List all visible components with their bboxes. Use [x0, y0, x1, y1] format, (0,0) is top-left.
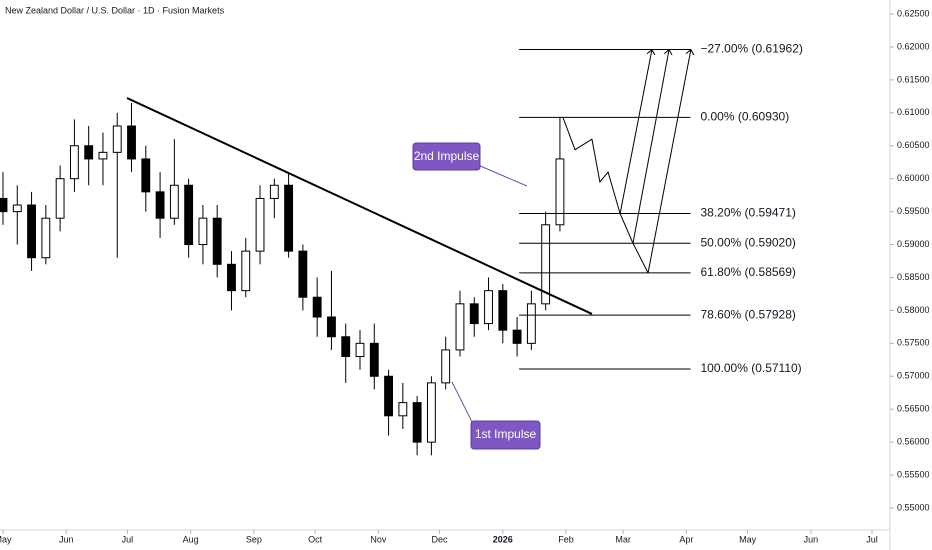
candle-body [298, 250, 308, 298]
fib-label: 38.20% (0.59471) [700, 206, 795, 220]
candle-body [541, 224, 551, 305]
candle-body [184, 184, 194, 246]
candle-body [555, 158, 565, 226]
y-tick-label: 0.61000 [897, 107, 930, 117]
y-tick-label: 0.57500 [897, 338, 930, 348]
fib-label: 100.00% (0.57110) [700, 361, 801, 375]
candle-body [327, 316, 336, 338]
fib-label: 78.60% (0.57928) [700, 307, 795, 321]
candle-body [27, 204, 36, 259]
candle-body [169, 184, 179, 219]
x-tick-label: May [739, 534, 757, 544]
projection-path [562, 117, 649, 274]
fib-label: 61.80% (0.58569) [700, 265, 795, 279]
candle-body [141, 158, 151, 193]
x-tick-label: Oct [308, 534, 323, 544]
fib-label: −27.00% (0.61962) [700, 42, 802, 56]
x-tick-label: Feb [558, 534, 574, 544]
y-tick-label: 0.60000 [897, 173, 930, 183]
trendline [126, 97, 593, 315]
candle-body [155, 191, 165, 219]
candle-body [312, 296, 322, 318]
candle-body [369, 342, 379, 377]
candle-body [69, 145, 79, 180]
candle-body [55, 178, 65, 219]
x-tick-label: 2026 [493, 534, 513, 544]
y-tick-label: 0.57000 [897, 371, 930, 381]
candle-body [469, 303, 479, 325]
candle-body [398, 402, 408, 417]
candle-body [84, 145, 94, 160]
candle-body [112, 125, 122, 153]
candle-body [484, 290, 493, 325]
y-tick-label: 0.59000 [897, 239, 930, 249]
y-tick-label: 0.62500 [897, 8, 930, 18]
x-tick-label: Nov [370, 534, 387, 544]
projection-arrow [619, 50, 652, 214]
callout-box [470, 420, 541, 450]
candle-body [284, 184, 294, 252]
y-tick-label: 0.58500 [897, 272, 930, 282]
callout-box [412, 142, 481, 171]
chart-title: New Zealand Dollar / U.S. Dollar · 1D · … [5, 5, 225, 15]
callout-line [451, 381, 473, 423]
x-tick-label: Aug [183, 534, 199, 544]
candle-body [127, 125, 136, 160]
candle-body [526, 303, 536, 344]
candle-body [512, 329, 522, 344]
y-tick-label: 0.56000 [897, 437, 930, 447]
candle-body [426, 382, 436, 443]
fib-label: 0.00% (0.60930) [700, 110, 789, 124]
callout-line [477, 164, 528, 187]
y-tick-label: 0.55000 [897, 502, 930, 512]
candle-body [341, 336, 351, 358]
candle-body [0, 197, 8, 213]
x-tick-label: Jun [59, 534, 74, 544]
candle-body [255, 197, 265, 252]
fib-label: 50.00% (0.59020) [700, 235, 795, 249]
y-tick-label: 0.61500 [897, 74, 930, 84]
candle-body [98, 151, 108, 160]
x-tick-label: May [0, 534, 12, 544]
candle-body [412, 402, 422, 443]
projection-arrow [632, 50, 669, 244]
x-tick-label: Dec [432, 534, 449, 544]
candle-body [212, 217, 222, 265]
candle-body [355, 342, 365, 358]
candle-body [198, 217, 208, 246]
candle-body [455, 303, 465, 351]
y-tick-label: 0.59500 [897, 206, 930, 216]
y-tick-label: 0.55500 [897, 469, 930, 479]
projection-arrow [647, 50, 691, 273]
candle-body [384, 375, 393, 417]
candle-body [41, 217, 51, 259]
x-tick-label: Jul [122, 534, 134, 544]
candle-body [498, 290, 508, 331]
y-tick-label: 0.56500 [897, 404, 930, 414]
x-tick-label: Jul [866, 534, 878, 544]
candle-body [12, 204, 22, 213]
callout-text: 1st Impulse [475, 427, 537, 441]
candle-body [269, 184, 279, 199]
callout-text: 2nd Impulse [414, 149, 480, 163]
x-tick-label: Apr [679, 534, 693, 544]
y-tick-label: 0.58000 [897, 305, 930, 315]
x-tick-label: Mar [615, 534, 631, 544]
candle-body [441, 349, 451, 384]
candle-body [227, 263, 236, 292]
candle-body [241, 250, 251, 292]
x-tick-label: Sep [246, 534, 262, 544]
y-tick-label: 0.60500 [897, 140, 930, 150]
y-tick-label: 0.62000 [897, 41, 930, 51]
x-tick-label: Jun [804, 534, 819, 544]
